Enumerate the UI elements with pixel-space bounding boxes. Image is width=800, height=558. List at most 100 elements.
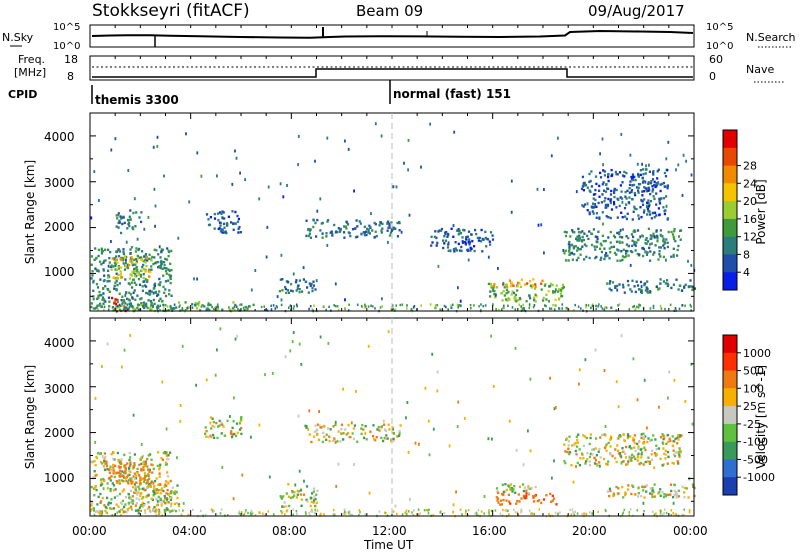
range-gate-cell bbox=[616, 284, 619, 288]
range-gate-cell bbox=[92, 298, 95, 301]
range-gate-cell bbox=[603, 170, 606, 173]
range-gate-cell bbox=[551, 476, 553, 480]
range-gate-cell bbox=[514, 308, 517, 311]
range-gate-cell bbox=[577, 305, 580, 308]
range-gate-cell bbox=[160, 456, 163, 460]
range-gate-cell bbox=[689, 303, 692, 307]
range-gate-cell bbox=[605, 462, 608, 466]
range-gate-cell bbox=[327, 219, 330, 222]
range-gate-cell bbox=[547, 290, 550, 293]
noise-right-tick-top: 10^5 bbox=[706, 22, 733, 33]
range-gate-cell bbox=[327, 341, 330, 345]
range-gate-cell bbox=[621, 255, 624, 258]
range-gate-cell bbox=[654, 211, 657, 214]
range-gate-cell bbox=[239, 171, 241, 175]
range-gate-cell bbox=[532, 500, 536, 503]
range-gate-cell bbox=[313, 495, 316, 498]
range-gate-cell bbox=[386, 437, 389, 440]
range-gate-cell bbox=[370, 304, 372, 307]
range-gate-cell bbox=[632, 437, 635, 440]
range-gate-cell bbox=[604, 197, 607, 200]
range-gate-cell bbox=[164, 509, 167, 512]
range-gate-cell bbox=[296, 287, 299, 290]
range-gate-cell bbox=[110, 507, 113, 510]
range-gate-cell bbox=[91, 501, 94, 504]
range-gate-cell bbox=[301, 290, 304, 293]
range-gate-cell bbox=[610, 245, 613, 249]
range-gate-cell bbox=[585, 460, 588, 463]
range-gate-cell bbox=[319, 229, 322, 232]
range-gate-cell bbox=[373, 438, 376, 441]
range-gate-cell bbox=[595, 304, 597, 308]
range-gate-cell bbox=[665, 493, 668, 496]
range-gate-cell bbox=[628, 191, 631, 194]
range-gate-cell bbox=[314, 510, 317, 513]
range-gate-cell bbox=[551, 499, 554, 502]
range-gate-cell bbox=[567, 259, 570, 262]
range-gate-cell bbox=[125, 255, 128, 259]
range-gate-cell bbox=[157, 509, 159, 512]
range-gate-cell bbox=[119, 258, 122, 261]
range-gate-cell bbox=[174, 492, 177, 496]
range-gate-cell bbox=[461, 241, 465, 244]
range-gate-cell bbox=[581, 204, 584, 207]
range-gate-cell bbox=[605, 306, 608, 309]
range-gate-cell bbox=[312, 280, 315, 283]
range-gate-cell bbox=[328, 435, 331, 438]
range-gate-cell bbox=[443, 242, 446, 245]
range-gate-cell bbox=[332, 508, 335, 512]
range-gate-cell bbox=[235, 305, 238, 308]
range-gate-cell bbox=[362, 428, 365, 431]
range-gate-cell bbox=[124, 470, 127, 473]
range-gate-cell bbox=[144, 511, 146, 514]
range-gate-cell bbox=[330, 230, 333, 233]
range-gate-cell bbox=[139, 297, 142, 301]
range-gate-cell bbox=[502, 490, 505, 494]
range-gate-cell bbox=[167, 249, 170, 253]
range-gate-cell bbox=[636, 252, 639, 256]
range-gate-cell bbox=[104, 285, 107, 288]
range-gate-cell bbox=[585, 244, 588, 248]
range-gate-cell bbox=[663, 242, 666, 245]
range-gate-cell bbox=[282, 195, 285, 199]
range-gate-cell bbox=[657, 207, 660, 210]
range-gate-cell bbox=[113, 257, 116, 261]
range-gate-cell bbox=[633, 446, 636, 449]
range-gate-cell bbox=[591, 448, 594, 451]
range-gate-cell bbox=[575, 465, 577, 468]
power-ytick-4000: 4000 bbox=[44, 130, 75, 144]
range-gate-cell bbox=[320, 513, 322, 516]
range-gate-cell bbox=[496, 286, 499, 289]
range-gate-cell bbox=[316, 509, 319, 512]
range-gate-cell bbox=[252, 511, 254, 515]
range-gate-cell bbox=[640, 285, 643, 288]
range-gate-cell bbox=[586, 186, 589, 189]
range-gate-cell bbox=[118, 282, 121, 285]
range-gate-cell bbox=[107, 248, 110, 251]
range-gate-cell bbox=[529, 297, 532, 300]
range-gate-cell bbox=[129, 489, 132, 492]
range-gate-cell bbox=[505, 508, 507, 512]
range-gate-cell bbox=[348, 435, 351, 439]
range-gate-cell bbox=[95, 306, 98, 309]
range-gate-cell bbox=[620, 132, 623, 136]
range-gate-cell bbox=[552, 291, 555, 294]
range-gate-cell bbox=[223, 226, 226, 229]
range-gate-cell bbox=[674, 239, 677, 243]
range-gate-cell bbox=[96, 503, 99, 506]
range-gate-cell bbox=[119, 461, 123, 464]
range-gate-cell bbox=[164, 497, 167, 500]
range-gate-cell bbox=[605, 449, 608, 452]
range-gate-cell bbox=[284, 285, 287, 289]
range-gate-cell bbox=[112, 457, 115, 461]
range-gate-cell bbox=[684, 486, 687, 490]
range-gate-cell bbox=[165, 267, 168, 270]
range-gate-cell bbox=[593, 462, 597, 465]
range-gate-cell bbox=[118, 221, 121, 224]
range-gate-cell bbox=[365, 233, 368, 237]
range-gate-cell bbox=[657, 258, 660, 261]
range-gate-cell bbox=[213, 227, 216, 230]
range-gate-cell bbox=[488, 514, 491, 517]
range-gate-cell bbox=[567, 243, 570, 246]
range-gate-cell bbox=[635, 186, 639, 189]
